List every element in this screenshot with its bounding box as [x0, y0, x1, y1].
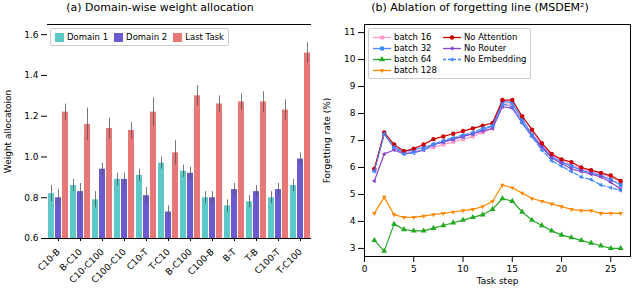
svg-text:T-C100: T-C100 — [274, 247, 304, 277]
html-text:Last Task: Last Task — [185, 32, 224, 42]
svg-text:9: 9 — [350, 81, 356, 91]
html-text:batch 32: batch 32 — [394, 43, 432, 53]
svg-text:3: 3 — [350, 243, 356, 253]
svg-text:10: 10 — [457, 264, 469, 274]
svg-text:Task step: Task step — [476, 276, 519, 286]
svg-text:C100-C10: C100-C10 — [89, 247, 128, 286]
svg-text:6: 6 — [350, 162, 356, 172]
svg-text:10: 10 — [344, 54, 356, 64]
svg-text:5: 5 — [411, 264, 417, 274]
svg-text:C100-T: C100-T — [252, 246, 282, 276]
svg-text:4: 4 — [350, 216, 356, 226]
svg-text:11: 11 — [344, 27, 355, 37]
svg-text:Forgetting rate (%): Forgetting rate (%) — [322, 98, 332, 184]
svg-text:5: 5 — [350, 189, 356, 199]
svg-text:C100-B: C100-B — [186, 247, 216, 277]
svg-text:T-B: T-B — [242, 247, 260, 265]
html-text:Domain 2: Domain 2 — [126, 32, 168, 42]
html-text:batch 64: batch 64 — [394, 54, 432, 64]
html-text:(a) Domain-wise weight allocat: (a) Domain-wise weight allocation — [66, 1, 254, 14]
html-text:No Embedding: No Embedding — [463, 54, 527, 64]
svg-text:T-C10: T-C10 — [146, 246, 172, 272]
svg-text:1.6: 1.6 — [24, 30, 39, 40]
svg-text:Weight allocatoion: Weight allocatoion — [3, 90, 13, 173]
svg-text:C10-B: C10-B — [36, 247, 62, 273]
svg-text:20: 20 — [556, 264, 568, 274]
svg-text:B-C100: B-C100 — [163, 246, 194, 277]
svg-text:1.2: 1.2 — [24, 111, 38, 121]
svg-text:7: 7 — [350, 135, 356, 145]
svg-text:0.6: 0.6 — [24, 233, 39, 243]
svg-text:1.0: 1.0 — [24, 152, 39, 162]
svg-text:0: 0 — [362, 264, 368, 274]
svg-text:B-C10: B-C10 — [57, 246, 84, 273]
html-text:No Router: No Router — [463, 43, 507, 53]
svg-text:8: 8 — [350, 108, 356, 118]
svg-text:1.4: 1.4 — [24, 70, 39, 80]
svg-text:C10-C100: C10-C100 — [67, 246, 106, 286]
html-text:(b) Ablation of forgetting lin: (b) Ablation of forgetting line (MSDEM²) — [371, 1, 589, 14]
svg-text:B-T: B-T — [221, 246, 238, 263]
html-text:No Attention: No Attention — [463, 32, 518, 42]
svg-text:15: 15 — [507, 264, 518, 274]
html-text:batch 128: batch 128 — [394, 65, 437, 75]
svg-text:25: 25 — [605, 264, 616, 274]
html-text:batch 16: batch 16 — [394, 32, 432, 42]
html-text:Domain 1: Domain 1 — [67, 32, 109, 42]
svg-text:C10-T: C10-T — [125, 246, 151, 272]
svg-text:0.8: 0.8 — [24, 193, 39, 203]
